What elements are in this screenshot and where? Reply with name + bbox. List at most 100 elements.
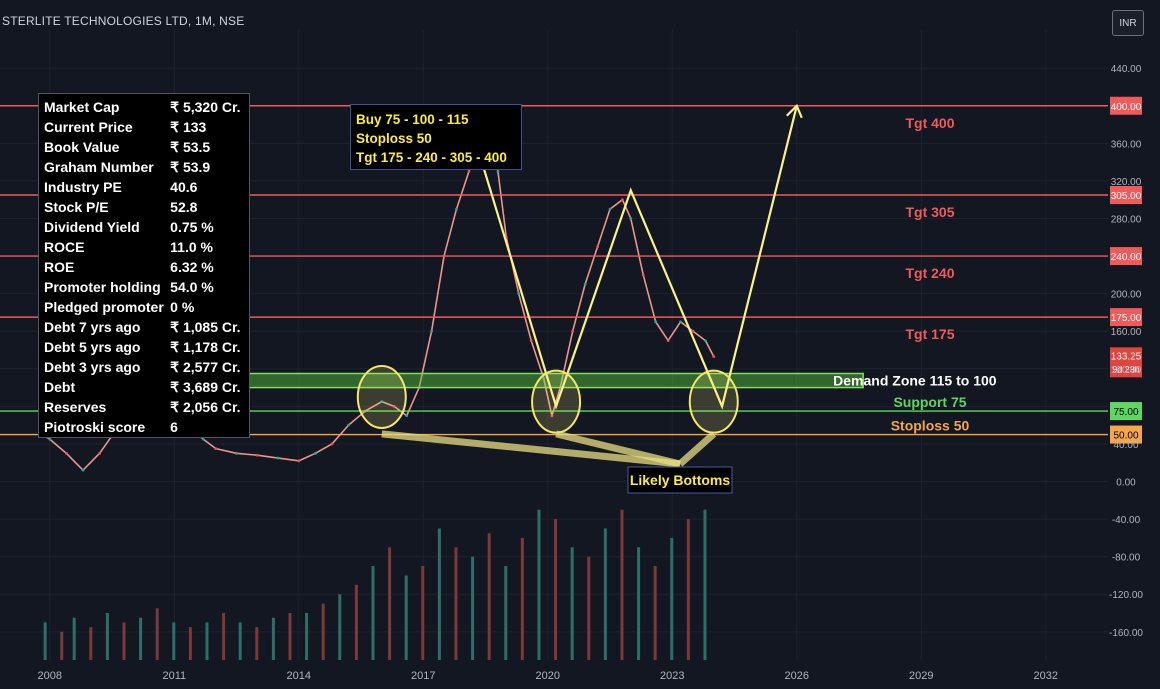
- x-tick-label: 2011: [162, 670, 186, 682]
- y-tick-label: -120.00: [1109, 590, 1143, 601]
- volume-bar: [487, 533, 491, 660]
- level-price-label: 50.00: [1113, 431, 1138, 442]
- fund-label: Current Price: [44, 119, 133, 135]
- currency-button[interactable]: INR: [1112, 10, 1144, 36]
- volume-bar: [603, 528, 607, 660]
- fund-label: ROE: [44, 259, 75, 275]
- fund-value: ₹ 1,085 Cr.: [170, 319, 241, 335]
- level-price-tag: [1110, 186, 1142, 204]
- x-tick-label: 2029: [909, 670, 933, 682]
- price-point: [392, 404, 396, 408]
- trade-plan-box: Buy 75 - 100 - 115 Stoploss 50 Tgt 175 -…: [350, 104, 522, 170]
- volume-bar: [471, 556, 475, 660]
- price-point: [276, 456, 280, 460]
- volume-bar: [404, 575, 408, 660]
- chart-title: STERLITE TECHNOLOGIES LTD, 1M, NSE: [2, 14, 245, 28]
- level-price-tag: [1110, 308, 1142, 327]
- fund-row: Debt 5 yrs ago ₹ 1,178 Cr.: [44, 337, 249, 357]
- fund-value: ₹ 53.5: [170, 139, 211, 155]
- price-point: [330, 442, 334, 446]
- volume-bar: [587, 556, 591, 660]
- price-point: [704, 339, 707, 343]
- price-point: [255, 453, 259, 457]
- price-point: [467, 170, 471, 173]
- volume-bar: [520, 537, 524, 660]
- volume-bar: [60, 631, 64, 660]
- volume-bar: [155, 608, 159, 660]
- volume-bar: [637, 547, 641, 660]
- volume-bar: [338, 594, 342, 660]
- fund-value: 0 %: [170, 299, 195, 315]
- fund-label: Promoter holding: [44, 279, 161, 295]
- countdown-label: 9d 23h: [1112, 364, 1140, 374]
- fund-label: Stock P/E: [44, 199, 109, 215]
- price-point: [608, 207, 612, 211]
- fund-label: Debt 3 yrs ago: [44, 359, 141, 375]
- volume-bar: [371, 566, 375, 660]
- level-label: Tgt 305: [905, 204, 954, 220]
- fund-value: ₹ 133: [170, 119, 207, 135]
- volume-bar: [653, 566, 657, 660]
- fund-label: Debt 5 yrs ago: [44, 339, 141, 355]
- volume-bar: [172, 622, 176, 660]
- fund-label: Market Cap: [44, 99, 120, 115]
- fund-label: Piotroski score: [44, 419, 146, 435]
- price-point: [98, 451, 101, 455]
- volume-bar: [686, 519, 690, 660]
- price-point: [550, 414, 554, 418]
- fund-row: Piotroski score 6: [44, 417, 249, 437]
- fund-row: Stock P/E 52.8: [44, 197, 249, 217]
- price-point: [629, 217, 633, 220]
- x-tick-label: 2026: [785, 670, 809, 682]
- fund-value: ₹ 5,320 Cr.: [170, 99, 241, 115]
- bottom-circle: [356, 364, 407, 429]
- level-price-label: 400.00: [1111, 102, 1142, 113]
- fund-label: Book Value: [44, 139, 120, 155]
- fund-label: Pledged promoter: [44, 299, 164, 315]
- fund-value: 0.75 %: [170, 219, 214, 235]
- fund-value: 40.6: [170, 179, 198, 195]
- fund-value: 6: [170, 419, 178, 435]
- projection-path: [463, 105, 798, 410]
- x-tick-label: 2020: [536, 670, 560, 682]
- fund-label: Debt: [44, 379, 76, 395]
- demand-zone-label: Demand Zone 115 to 100: [833, 373, 997, 389]
- volume-bar: [388, 547, 392, 660]
- current-price-label: 133.25: [1111, 351, 1142, 362]
- fund-label: Industry PE: [44, 179, 122, 195]
- volume-bar: [504, 566, 508, 660]
- price-point: [347, 423, 350, 427]
- level-price-label: 240.00: [1111, 252, 1142, 263]
- fund-value: 52.8: [170, 199, 198, 215]
- level-price-label: 305.00: [1111, 191, 1142, 202]
- likely-bottom-arrow: [555, 430, 681, 468]
- price-point: [679, 320, 682, 324]
- fund-label: Graham Number: [44, 159, 154, 175]
- volume-bar: [288, 613, 292, 660]
- fund-value: ₹ 1,178 Cr.: [170, 339, 241, 355]
- price-point: [235, 451, 238, 455]
- price-point: [517, 292, 521, 296]
- price-point: [380, 400, 384, 404]
- volume-bar: [354, 584, 358, 660]
- x-tick-label: 2014: [287, 670, 311, 682]
- volume-bar: [205, 622, 209, 660]
- projection-arrowhead: [785, 103, 803, 119]
- current-price-tag: [1110, 347, 1142, 378]
- price-point: [64, 451, 68, 455]
- volume-bar: [122, 622, 126, 660]
- fund-row: Debt 7 yrs ago ₹ 1,085 Cr.: [44, 317, 249, 337]
- likely-bottom-arrow: [677, 431, 717, 467]
- y-tick-label: 200.00: [1111, 290, 1142, 301]
- volume-bar: [670, 537, 674, 660]
- price-point: [430, 329, 433, 333]
- volume-bar: [72, 617, 76, 660]
- x-tick-label: 2023: [660, 670, 684, 682]
- y-tick-label: 440.00: [1111, 64, 1142, 75]
- trade-plan-buy: Buy 75 - 100 - 115: [356, 112, 469, 127]
- fund-value: ₹ 2,056 Cr.: [170, 399, 241, 415]
- price-point: [297, 459, 301, 463]
- price-point: [583, 282, 587, 286]
- y-tick-label: 320.00: [1111, 177, 1142, 188]
